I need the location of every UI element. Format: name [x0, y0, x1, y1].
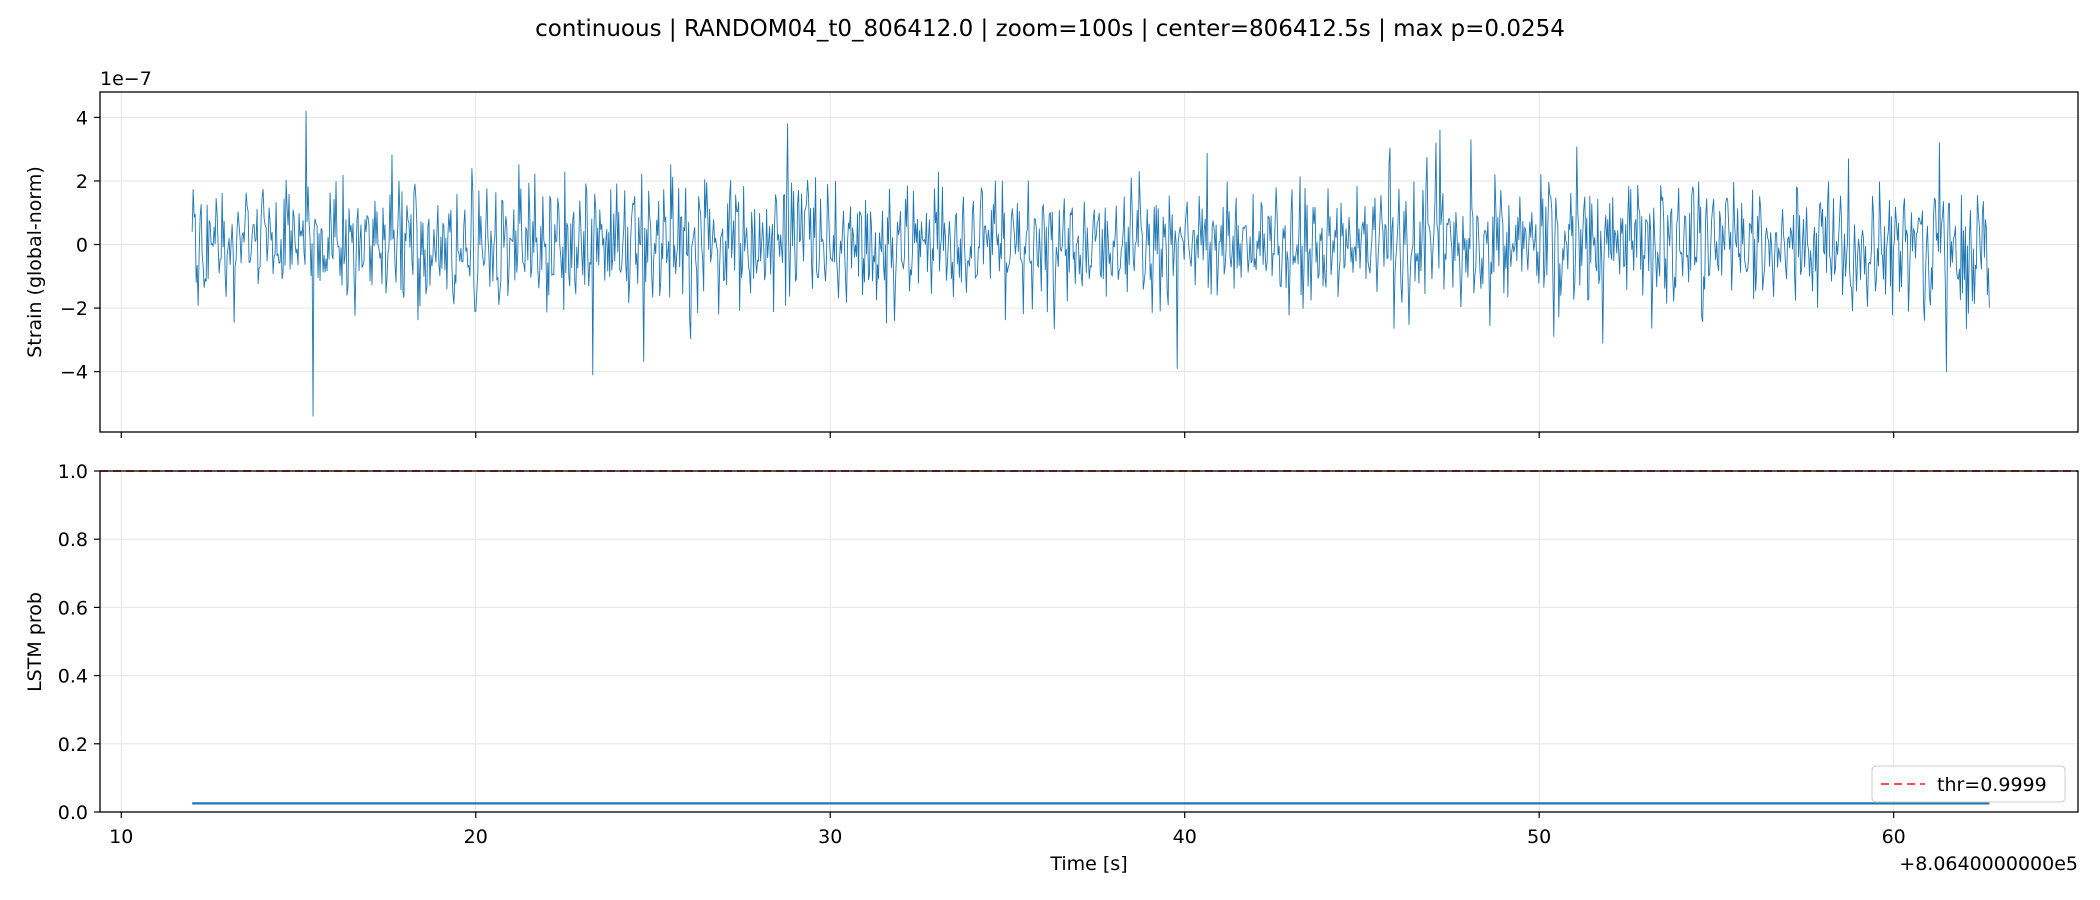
y-tick-label: 0.6: [58, 597, 88, 619]
x-tick-label: 20: [464, 826, 488, 848]
strain-y-ticks: −4 −2 0 2 4: [60, 107, 100, 384]
x-tick-label: 60: [1882, 826, 1906, 848]
y-tick-label: 0.8: [58, 529, 88, 551]
prob-axes-frame: [99, 470, 2079, 813]
strain-series-line: [191, 110, 1990, 417]
x-offset-label: +8.0640000000e5: [1899, 853, 2078, 875]
y-tick-label: 0: [76, 235, 88, 257]
y-tick-label: 0.0: [58, 802, 88, 824]
strain-y-axis-label: Strain (global-norm): [24, 166, 46, 358]
legend-box: [1871, 765, 2066, 803]
y-tick-label: −4: [60, 362, 88, 384]
prob-y-axis-label: LSTM prob: [24, 592, 46, 692]
y-tick-label: 1.0: [58, 461, 88, 483]
strain-scale-label: 1e−7: [100, 68, 152, 90]
y-tick-label: 2: [76, 171, 88, 193]
x-tick-label: 10: [109, 826, 133, 848]
legend: thr=0.9999: [1871, 765, 2066, 803]
y-tick-label: 0.4: [58, 666, 88, 688]
strain-x-ticks: [120, 432, 1895, 438]
y-tick-label: 0.2: [58, 734, 88, 756]
strain-series: [191, 110, 1990, 417]
strain-panel: −4 −2 0 2 4 1e−7 Strain (global-norm): [24, 68, 2079, 438]
strain-axes-frame: [99, 91, 2079, 433]
y-tick-label: −2: [60, 298, 88, 320]
legend-threshold-label: thr=0.9999: [1937, 774, 2047, 796]
x-tick-label: 50: [1527, 826, 1551, 848]
chart-title: continuous | RANDOM04_t0_806412.0 | zoom…: [535, 16, 1565, 42]
prob-y-ticks: 0.0 0.2 0.4 0.6 0.8 1.0: [58, 461, 100, 824]
prob-x-ticks: 10 20 30 40 50 60: [109, 812, 1906, 848]
prob-panel: 10 20 30 40 50 60 0.0 0.2 0.4 0.6 0.8 1.0 LSTM pro…: [24, 461, 2079, 848]
x-tick-label: 40: [1173, 826, 1197, 848]
x-tick-label: 30: [818, 826, 842, 848]
y-tick-label: 4: [76, 107, 88, 129]
x-axis-label: Time [s]: [1049, 853, 1127, 875]
